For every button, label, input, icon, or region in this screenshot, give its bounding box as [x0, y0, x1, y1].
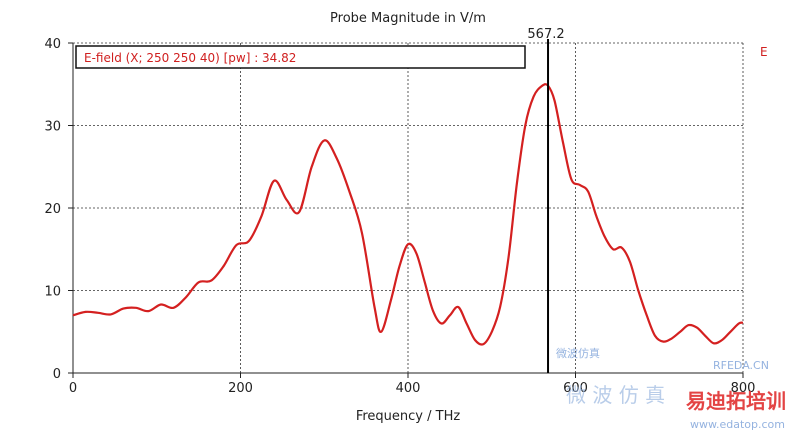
- series-line: [72, 83, 744, 346]
- y-tick-label: 10: [44, 285, 61, 300]
- x-axis-ticks: 0 200 400 600 800: [69, 373, 756, 396]
- x-tick-label: 800: [731, 381, 756, 396]
- watermark-brand: 易迪拓培训: [686, 389, 786, 413]
- y-tick-label: 20: [44, 202, 61, 217]
- series-group: [72, 83, 744, 346]
- x-axis-label: Frequency / THz: [356, 409, 461, 424]
- frequency-marker[interactable]: 567.2: [527, 27, 565, 373]
- y-axis-ticks: 0 10 20 30 40: [44, 37, 73, 382]
- readout-box: [75, 45, 526, 69]
- watermark-rfeda: RFEDA.CN: [713, 359, 769, 372]
- x-tick-label: 400: [396, 381, 421, 396]
- watermark-small-cn: 微波仿真: [556, 346, 600, 360]
- grid-lines: [73, 42, 744, 373]
- readout-text: E-field (X; 250 250 40) [pw] : 34.82: [84, 51, 296, 65]
- legend-series-label: E: [760, 45, 768, 59]
- y-tick-label: 0: [53, 367, 61, 382]
- x-tick-label: 200: [228, 381, 253, 396]
- marker-label: 567.2: [527, 27, 564, 42]
- chart-title: Probe Magnitude in V/m: [330, 11, 486, 26]
- watermark-faint-cn: 微 波 仿 真: [566, 383, 665, 407]
- y-tick-label: 30: [44, 120, 61, 135]
- x-tick-label: 0: [69, 381, 77, 396]
- watermark-url: www.edatop.com: [690, 418, 785, 431]
- x-tick-label: 600: [563, 381, 588, 396]
- y-tick-label: 40: [44, 37, 61, 52]
